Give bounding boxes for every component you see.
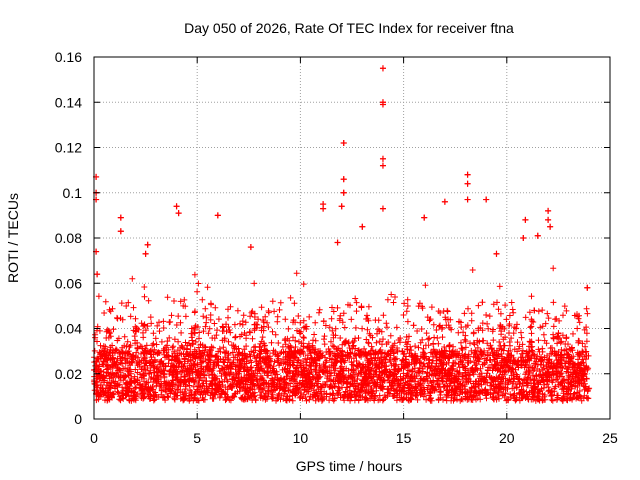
outlier-point bbox=[379, 162, 386, 169]
y-tick-label: 0.1 bbox=[63, 185, 83, 201]
x-tick-label: 5 bbox=[193, 430, 201, 446]
outlier-point bbox=[441, 198, 448, 205]
outlier-point bbox=[144, 241, 151, 248]
outlier-point bbox=[379, 101, 386, 108]
y-tick-label: 0.14 bbox=[55, 94, 82, 110]
x-axis-title: GPS time / hours bbox=[296, 458, 403, 474]
outlier-point bbox=[117, 228, 124, 235]
data-points bbox=[91, 65, 593, 404]
axis-ticks bbox=[93, 56, 611, 420]
outlier-point bbox=[379, 205, 386, 212]
outlier-point bbox=[534, 232, 541, 239]
outlier-point bbox=[214, 212, 221, 219]
outlier-point bbox=[379, 155, 386, 162]
y-tick-label: 0.04 bbox=[55, 321, 82, 337]
x-tick-label: 0 bbox=[90, 430, 98, 446]
outlier-point bbox=[483, 196, 490, 203]
chart-title: Day 050 of 2026, Rate Of TEC Index for r… bbox=[184, 20, 514, 36]
outlier-point bbox=[117, 214, 124, 221]
outlier-point bbox=[493, 250, 500, 257]
x-tick-label: 10 bbox=[293, 430, 309, 446]
y-tick-label: 0.06 bbox=[55, 275, 82, 291]
outlier-point bbox=[340, 139, 347, 146]
outlier-point bbox=[173, 203, 180, 210]
y-tick-label: 0.02 bbox=[55, 366, 82, 382]
outlier-point bbox=[464, 180, 471, 187]
roti-series-markers bbox=[91, 65, 593, 404]
y-tick-label: 0.16 bbox=[55, 49, 82, 65]
outlier-point bbox=[584, 284, 591, 291]
x-tick-label: 15 bbox=[396, 430, 412, 446]
outlier-point bbox=[338, 203, 345, 210]
outlier-point bbox=[94, 271, 101, 278]
y-tick-label: 0.12 bbox=[55, 140, 82, 156]
x-tick-labels: 0 5 10 15 20 25 bbox=[90, 430, 618, 446]
outlier-point bbox=[340, 176, 347, 183]
outlier-point bbox=[520, 235, 527, 241]
outlier-point bbox=[340, 189, 347, 196]
outlier-point bbox=[320, 205, 327, 212]
outlier-point bbox=[464, 171, 471, 178]
outlier-point bbox=[421, 214, 428, 221]
y-axis-title: ROTI / TECUs bbox=[5, 193, 21, 283]
y-tick-labels: 0 0.02 0.04 0.06 0.08 0.1 0.12 0.14 0.16 bbox=[55, 49, 82, 427]
outlier-point bbox=[545, 216, 552, 223]
y-tick-label: 0 bbox=[74, 411, 82, 427]
x-tick-label: 25 bbox=[602, 430, 618, 446]
y-tick-label: 0.08 bbox=[55, 230, 82, 246]
outlier-point bbox=[464, 196, 471, 203]
x-tick-label: 20 bbox=[499, 430, 515, 446]
outlier-point bbox=[545, 207, 552, 214]
outlier-point bbox=[334, 239, 341, 246]
outlier-point bbox=[379, 65, 386, 72]
outlier-point bbox=[359, 223, 366, 230]
outlier-point bbox=[175, 210, 182, 217]
outlier-point bbox=[247, 244, 254, 251]
outlier-point bbox=[547, 223, 554, 230]
outlier-point bbox=[522, 216, 529, 223]
outlier-point bbox=[142, 250, 149, 257]
